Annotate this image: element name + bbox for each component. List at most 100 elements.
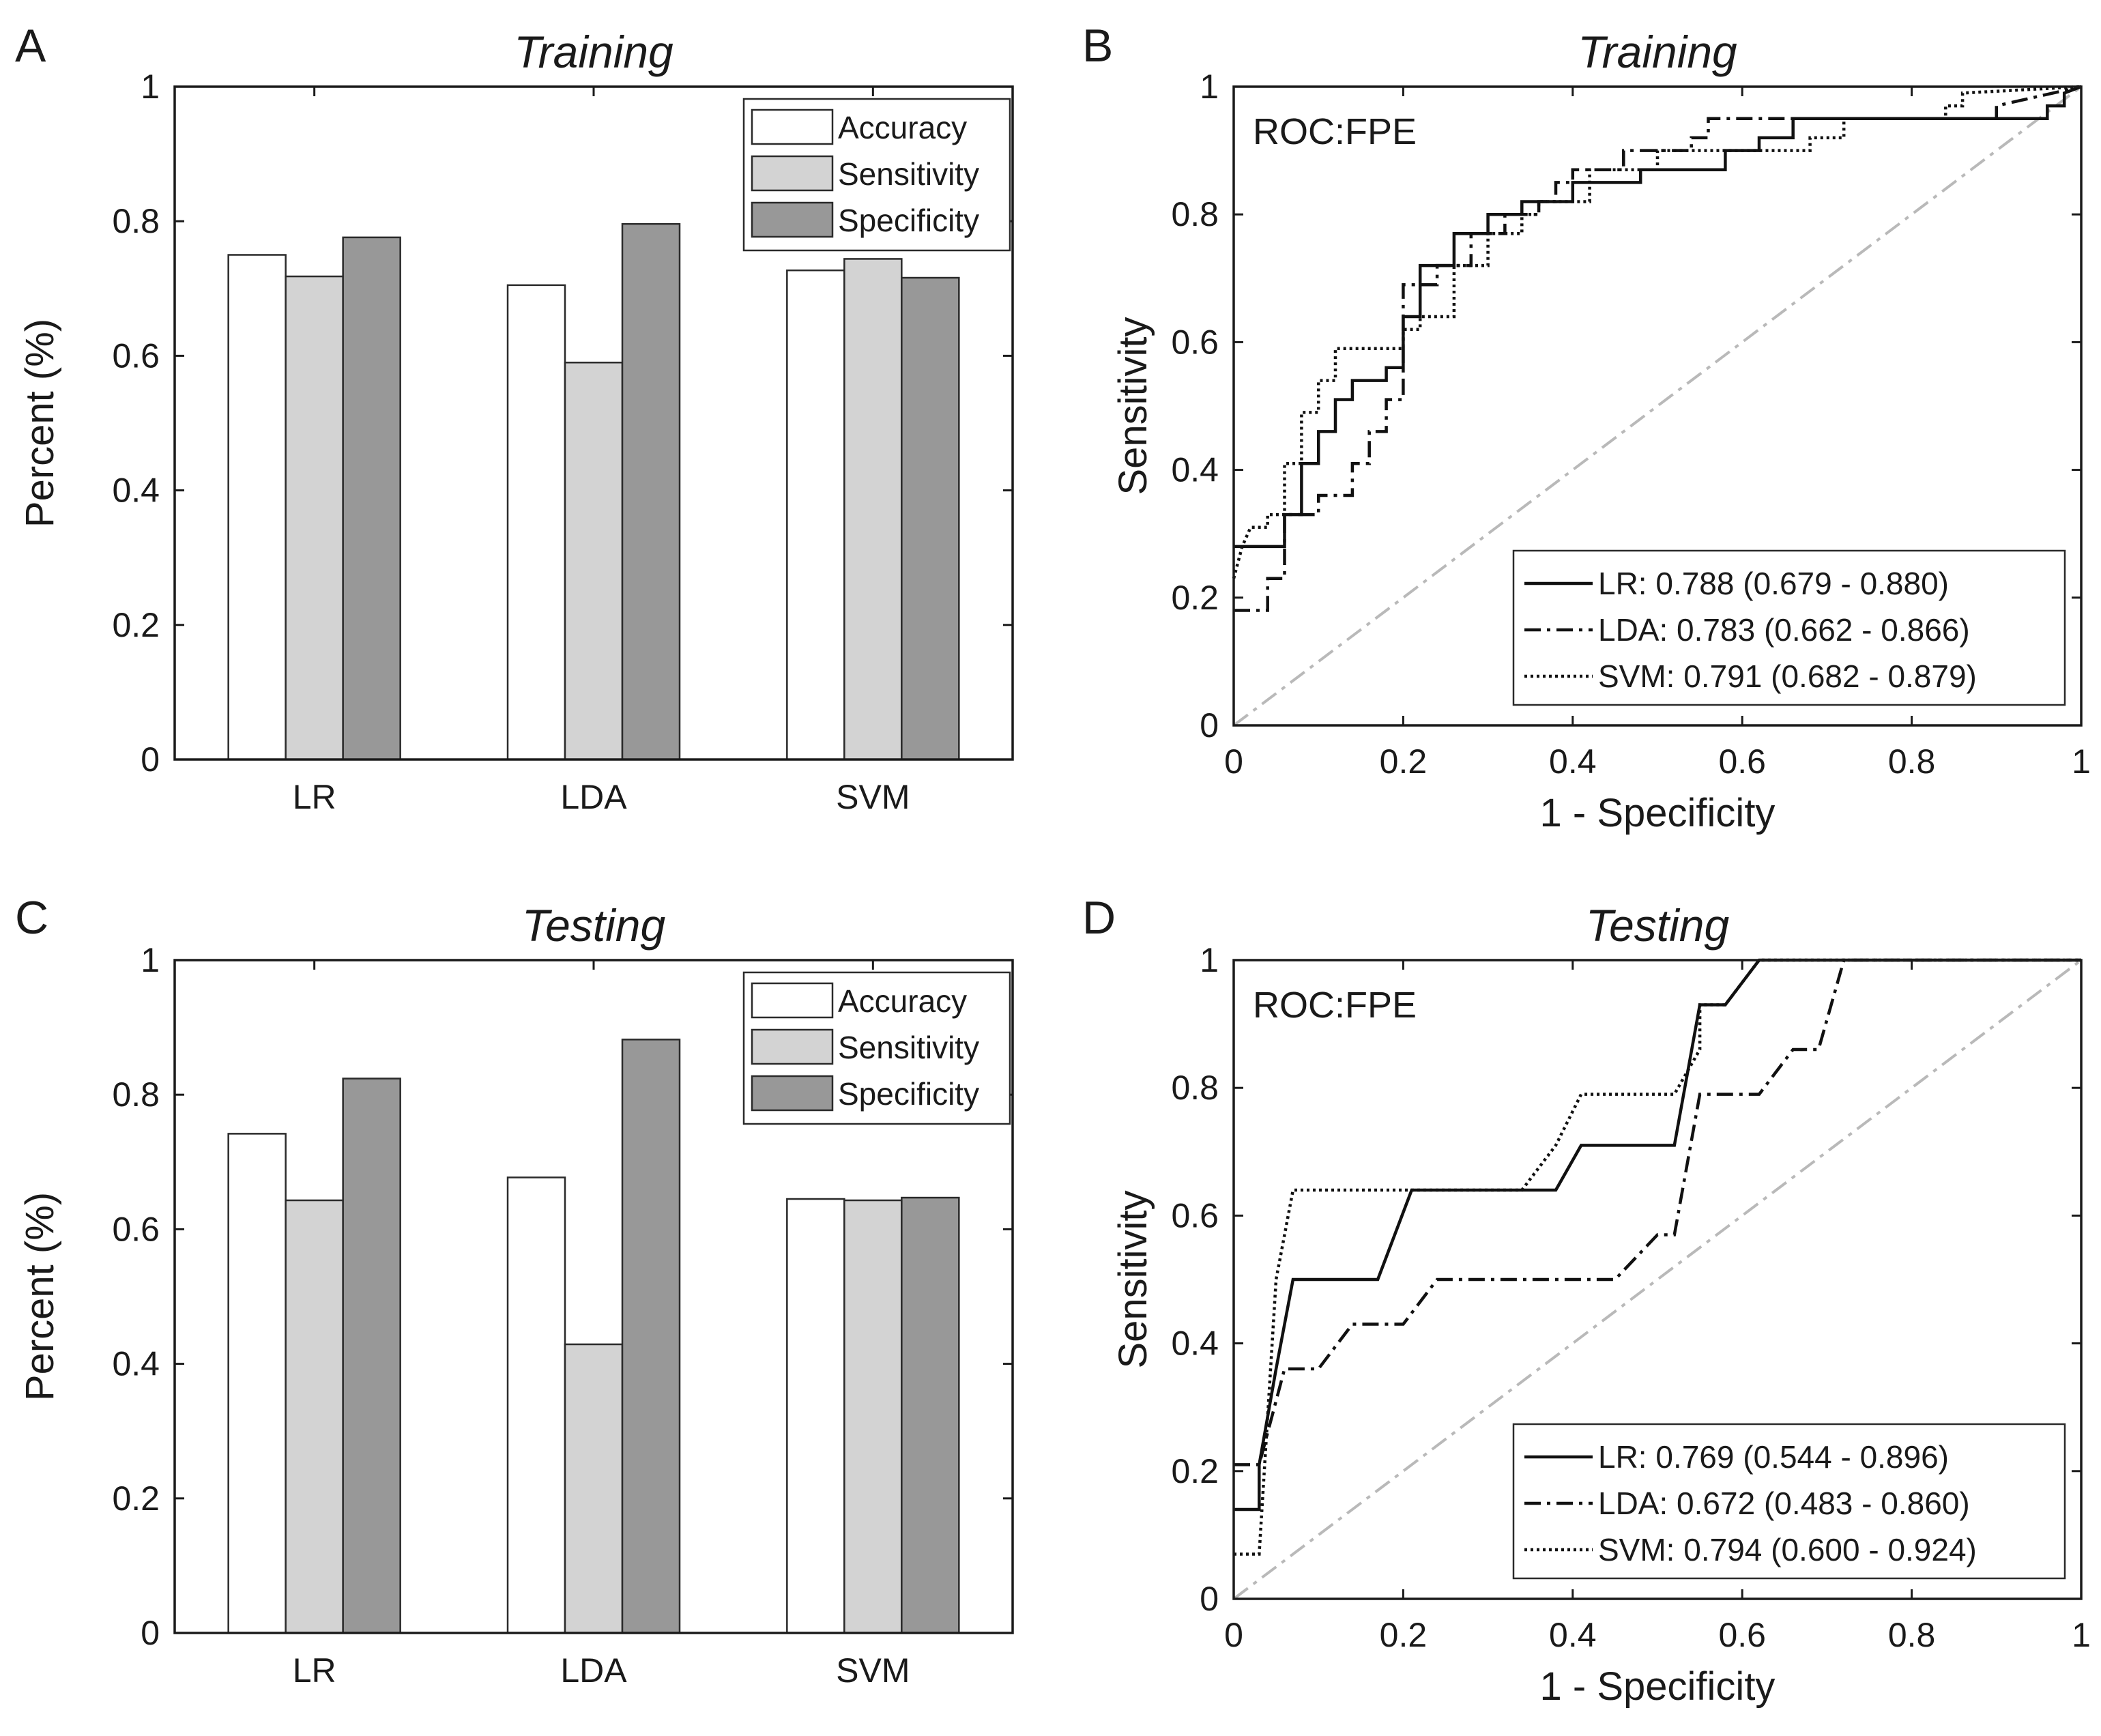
bar-accuracy-lda [506, 1176, 566, 1634]
legend-box [1512, 1423, 2066, 1580]
x-category-label: LDA [560, 1651, 627, 1690]
y-tick-label: 0 [141, 1614, 160, 1652]
plot-frame [1232, 85, 2083, 727]
legend-swatch-specificity [751, 201, 834, 238]
bar-sensitivity-svm [843, 258, 903, 761]
panel-letter-d: D [1082, 892, 1116, 944]
x-tick-label: 0.6 [1718, 742, 1766, 781]
x-tick-label: 0 [1224, 1616, 1243, 1654]
legend-swatch-accuracy [751, 982, 834, 1019]
y-tick-label: 0.8 [1171, 1069, 1219, 1107]
legend-label-svm: SVM: 0.791 (0.682 - 0.879) [1598, 659, 1977, 694]
x-axis-label: 1 - Specificity [1540, 791, 1776, 835]
y-tick-label: 0.2 [112, 1479, 160, 1518]
legend-swatch-specificity [751, 1075, 834, 1112]
legend-label-accuracy: Accuracy [838, 110, 967, 145]
legend-label-lr: LR: 0.788 (0.679 - 0.880) [1598, 566, 1949, 601]
y-tick-label: 0.4 [112, 1345, 160, 1383]
x-category-label: LR [293, 1651, 336, 1690]
y-tick-label: 1 [1200, 68, 1219, 106]
roc-curve-svm [1234, 958, 2081, 1556]
roc-curve-svm [1232, 85, 2082, 579]
y-tick-label: 1 [1200, 941, 1219, 979]
chart-title: Testing [522, 900, 666, 951]
y-tick-label: 0.2 [1171, 579, 1219, 617]
bar-specificity-lda [621, 1039, 681, 1634]
legend-swatch-accuracy [751, 108, 834, 145]
y-tick-label: 0 [141, 740, 160, 779]
y-tick-label: 0 [1200, 1580, 1219, 1618]
y-axis-label: Sensitivity [1111, 317, 1155, 495]
bar-accuracy-svm [786, 1198, 845, 1634]
panel-d-roc-chart: Testing 0 0.2 0.4 0.6 0.8 1 Sensitivity 0 0.2 0.4 0… [1111, 900, 2091, 1709]
x-tick-label: 0.6 [1718, 1616, 1766, 1654]
legend-swatch-sensitivity [751, 1028, 834, 1065]
legend-label-svm: SVM: 0.794 (0.600 - 0.924) [1598, 1532, 1977, 1567]
y-tick-label: 0.4 [1171, 451, 1219, 489]
legend-label-lr: LR: 0.769 (0.544 - 0.896) [1598, 1439, 1949, 1475]
y-tick-label: 0.8 [1171, 195, 1219, 233]
y-tick-label: 1 [141, 941, 160, 979]
x-tick-label: 0.2 [1380, 742, 1428, 781]
legend-label-lda: LDA: 0.672 (0.483 - 0.860) [1598, 1486, 1970, 1521]
chart-title: Training [514, 27, 673, 77]
plot-frame [173, 85, 1014, 761]
bar-sensitivity-svm [843, 1199, 903, 1634]
bar-accuracy-lr [227, 1133, 287, 1634]
x-category-label: SVM [836, 778, 910, 816]
panel-letter-a: A [15, 20, 46, 72]
bar-specificity-svm [901, 276, 960, 761]
bar-sensitivity-lr [285, 275, 344, 761]
x-tick-label: 1 [2072, 1616, 2091, 1654]
legend-label-lda: LDA: 0.783 (0.662 - 0.866) [1598, 612, 1970, 648]
bar-specificity-lda [621, 222, 681, 761]
x-axis-label: 1 - Specificity [1540, 1664, 1776, 1709]
x-tick-label: 0 [1224, 742, 1243, 781]
legend-label-sensitivity: Sensitivity [838, 1030, 979, 1065]
bar-sensitivity-lda [564, 362, 624, 761]
x-tick-label: 0.4 [1549, 1616, 1597, 1654]
y-tick-label: 0.4 [1171, 1325, 1219, 1363]
y-tick-label: 0.6 [1171, 323, 1219, 361]
y-tick-label: 0.6 [112, 1210, 160, 1248]
bar-accuracy-svm [786, 269, 845, 761]
plot-frame [173, 959, 1014, 1634]
roc-curve-lda [1234, 85, 2082, 612]
x-tick-label: 0.8 [1888, 742, 1936, 781]
panel-letter-c: C [15, 892, 48, 944]
x-category-label: LDA [560, 778, 627, 816]
bar-accuracy-lda [506, 284, 566, 761]
y-tick-label: 0.8 [112, 1075, 160, 1114]
y-axis-label: Percent (%) [18, 1192, 62, 1401]
panel-c-bar-chart: Testing 0 0.2 0.4 0.6 0.8 1 Percent (%) LR LDA SVM… [18, 900, 1014, 1690]
y-tick-label: 0.4 [112, 472, 160, 510]
plot-frame [1232, 959, 2083, 1600]
legend-swatch-sensitivity [751, 155, 834, 192]
roc-annotation: ROC:FPE [1253, 985, 1417, 1026]
panel-b-roc-chart: Training 0 0.2 0.4 0.6 0.8 1 Sensitivity 0 0.2 0.4… [1111, 27, 2091, 835]
x-category-label: LR [293, 778, 336, 816]
legend-label-accuracy: Accuracy [838, 983, 967, 1019]
legend-label-specificity: Specificity [838, 203, 979, 238]
roc-annotation: ROC:FPE [1253, 111, 1417, 152]
x-tick-label: 0.4 [1549, 742, 1597, 781]
x-tick-label: 0.8 [1888, 1616, 1936, 1654]
panel-letter-b: B [1082, 20, 1113, 72]
bar-accuracy-lr [227, 254, 287, 761]
bar-specificity-svm [901, 1196, 960, 1634]
bar-specificity-lr [342, 1077, 401, 1634]
y-tick-label: 0.2 [112, 606, 160, 644]
bar-sensitivity-lr [285, 1199, 344, 1634]
bar-sensitivity-lda [564, 1343, 624, 1634]
legend-box [1512, 549, 2066, 706]
chart-title: Testing [1586, 900, 1730, 951]
y-tick-label: 0.6 [1171, 1196, 1219, 1234]
x-tick-label: 0.2 [1380, 1616, 1428, 1654]
y-tick-label: 0.6 [112, 336, 160, 375]
y-tick-label: 0.8 [112, 202, 160, 240]
y-tick-label: 1 [141, 68, 160, 106]
x-tick-label: 1 [2072, 742, 2091, 781]
bar-specificity-lr [342, 236, 401, 761]
y-axis-label: Percent (%) [18, 319, 62, 527]
